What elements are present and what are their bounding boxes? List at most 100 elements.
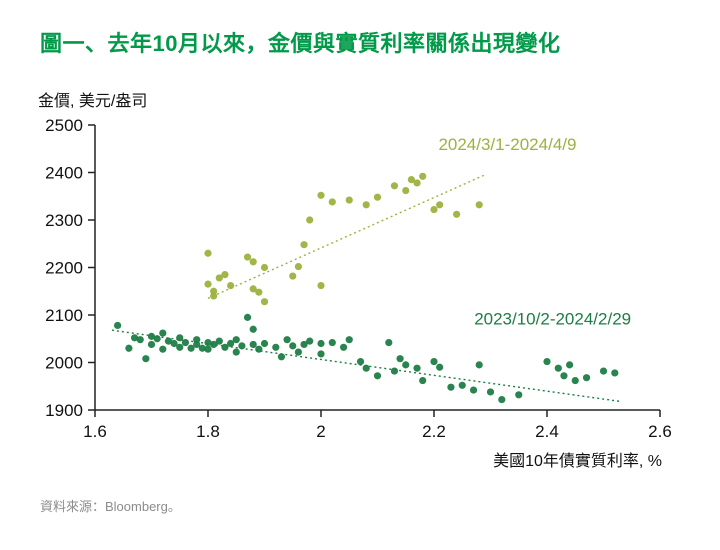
scatter-point bbox=[571, 376, 579, 385]
scatter-point bbox=[272, 343, 280, 351]
scatter-point bbox=[407, 176, 415, 184]
scatter-point bbox=[204, 338, 212, 347]
scatter-point bbox=[345, 196, 353, 204]
scatter-point bbox=[215, 337, 223, 345]
scatter-point bbox=[362, 364, 370, 372]
x-tick-label: 1.6 bbox=[83, 422, 107, 441]
scatter-point bbox=[475, 361, 483, 369]
scatter-point bbox=[147, 332, 156, 340]
scatter-point bbox=[238, 342, 246, 350]
x-tick-label: 2.4 bbox=[535, 422, 559, 441]
scatter-point bbox=[170, 339, 178, 348]
scatter-point bbox=[385, 338, 393, 347]
scatter-point bbox=[142, 355, 150, 363]
scatter-point bbox=[430, 357, 438, 366]
scatter-point bbox=[289, 272, 297, 280]
scatter-point bbox=[566, 361, 574, 369]
scatter-point bbox=[486, 388, 495, 396]
scatter-point bbox=[243, 253, 252, 261]
scatter-point bbox=[356, 357, 365, 366]
trend-line bbox=[207, 174, 486, 300]
scatter-point bbox=[402, 361, 410, 369]
scatter-point bbox=[294, 348, 302, 356]
scatter-point bbox=[249, 285, 257, 293]
scatter-point bbox=[362, 201, 370, 209]
scatter-point bbox=[419, 376, 427, 385]
scatter-point bbox=[430, 205, 438, 214]
scatter-point bbox=[317, 339, 325, 348]
scatter-point bbox=[130, 334, 139, 342]
y-tick-label: 2000 bbox=[45, 354, 83, 373]
scatter-point bbox=[554, 364, 562, 372]
scatter-point bbox=[396, 355, 404, 363]
scatter-point bbox=[255, 345, 263, 353]
scatter-point bbox=[125, 344, 133, 352]
scatter-point bbox=[210, 292, 218, 300]
scatter-point bbox=[317, 281, 325, 290]
scatter-point bbox=[599, 367, 608, 375]
scatter-point bbox=[260, 263, 269, 272]
scatter-point bbox=[198, 344, 206, 352]
scatter-point bbox=[469, 386, 478, 394]
series-label: 2024/3/1-2024/4/9 bbox=[438, 135, 576, 154]
scatter-point bbox=[193, 340, 201, 349]
scatter-point bbox=[277, 353, 286, 361]
scatter-point bbox=[249, 340, 257, 349]
scatter-point bbox=[159, 345, 167, 353]
y-tick-label: 2500 bbox=[45, 116, 83, 135]
scatter-point bbox=[419, 172, 427, 180]
scatter-point bbox=[436, 363, 444, 371]
scatter-point bbox=[306, 216, 314, 224]
scatter-point bbox=[243, 313, 252, 321]
y-tick-label: 1900 bbox=[45, 401, 83, 420]
scatter-point bbox=[317, 191, 325, 199]
scatter-point bbox=[390, 182, 399, 190]
scatter-point bbox=[294, 262, 302, 271]
scatter-point bbox=[221, 271, 229, 279]
scatter-point bbox=[515, 391, 523, 399]
scatter-point bbox=[187, 344, 195, 352]
scatter-point bbox=[390, 367, 399, 375]
scatter-point bbox=[283, 336, 291, 344]
scatter-point bbox=[114, 321, 122, 330]
scatter-point bbox=[498, 395, 506, 404]
scatter-point bbox=[176, 343, 184, 351]
scatter-point bbox=[611, 369, 619, 377]
x-axis-label: 美國10年債實質利率, % bbox=[493, 453, 662, 470]
scatter-point bbox=[221, 343, 229, 351]
chart-title: 圖一、去年10月以來，金價與實質利率關係出現變化 bbox=[40, 31, 561, 56]
scatter-point bbox=[402, 186, 410, 195]
scatter-point bbox=[300, 241, 308, 249]
scatter-point bbox=[136, 336, 144, 344]
scatter-point bbox=[373, 193, 382, 201]
scatter-point bbox=[289, 342, 297, 350]
scatter-point bbox=[317, 350, 325, 358]
x-tick-label: 2.6 bbox=[648, 422, 672, 441]
scatter-point bbox=[255, 288, 263, 296]
scatter-point bbox=[413, 179, 421, 187]
scatter-point bbox=[543, 357, 551, 366]
scatter-point bbox=[181, 338, 189, 347]
scatter-point bbox=[147, 340, 156, 349]
series-label: 2023/10/2-2024/2/29 bbox=[474, 310, 631, 329]
scatter-point bbox=[210, 340, 218, 349]
scatter-point bbox=[475, 201, 483, 209]
scatter-point bbox=[345, 336, 353, 344]
scatter-point bbox=[164, 337, 173, 345]
scatter-point bbox=[458, 381, 466, 389]
scatter-point bbox=[300, 340, 308, 349]
scatter-point bbox=[582, 374, 591, 382]
scatter-point bbox=[560, 372, 568, 380]
scatter-point bbox=[413, 364, 421, 372]
y-tick-label: 2100 bbox=[45, 306, 83, 325]
scatter-point bbox=[260, 339, 269, 348]
x-tick-label: 1.8 bbox=[196, 422, 220, 441]
y-tick-label: 2300 bbox=[45, 211, 83, 230]
x-tick-label: 2.2 bbox=[422, 422, 446, 441]
scatter-point bbox=[328, 338, 336, 347]
scatter-point bbox=[227, 339, 235, 348]
y-axis-unit-label: 金價, 美元/盎司 bbox=[38, 93, 148, 110]
x-tick-label: 2 bbox=[316, 422, 325, 441]
scatter-point bbox=[260, 298, 269, 306]
